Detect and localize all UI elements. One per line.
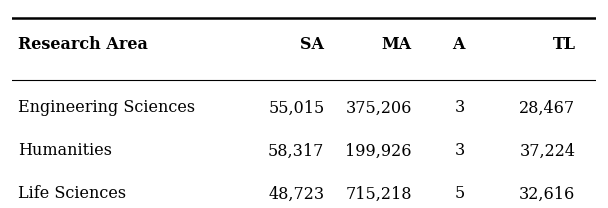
Text: 32,616: 32,616 xyxy=(519,185,575,202)
Text: 58,317: 58,317 xyxy=(268,142,325,159)
Text: 5: 5 xyxy=(454,185,465,202)
Text: Life Sciences: Life Sciences xyxy=(18,185,126,202)
Text: 55,015: 55,015 xyxy=(268,99,325,116)
Text: SA: SA xyxy=(300,36,325,53)
Text: Humanities: Humanities xyxy=(18,142,112,159)
Text: 48,723: 48,723 xyxy=(268,185,325,202)
Text: 3: 3 xyxy=(454,99,465,116)
Text: 28,467: 28,467 xyxy=(519,99,575,116)
Text: MA: MA xyxy=(382,36,412,53)
Text: TL: TL xyxy=(553,36,575,53)
Text: 715,218: 715,218 xyxy=(345,185,412,202)
Text: Engineering Sciences: Engineering Sciences xyxy=(18,99,195,116)
Text: Research Area: Research Area xyxy=(18,36,148,53)
Text: 199,926: 199,926 xyxy=(345,142,412,159)
Text: 375,206: 375,206 xyxy=(345,99,412,116)
Text: A: A xyxy=(452,36,465,53)
Text: 3: 3 xyxy=(454,142,465,159)
Text: 37,224: 37,224 xyxy=(519,142,575,159)
